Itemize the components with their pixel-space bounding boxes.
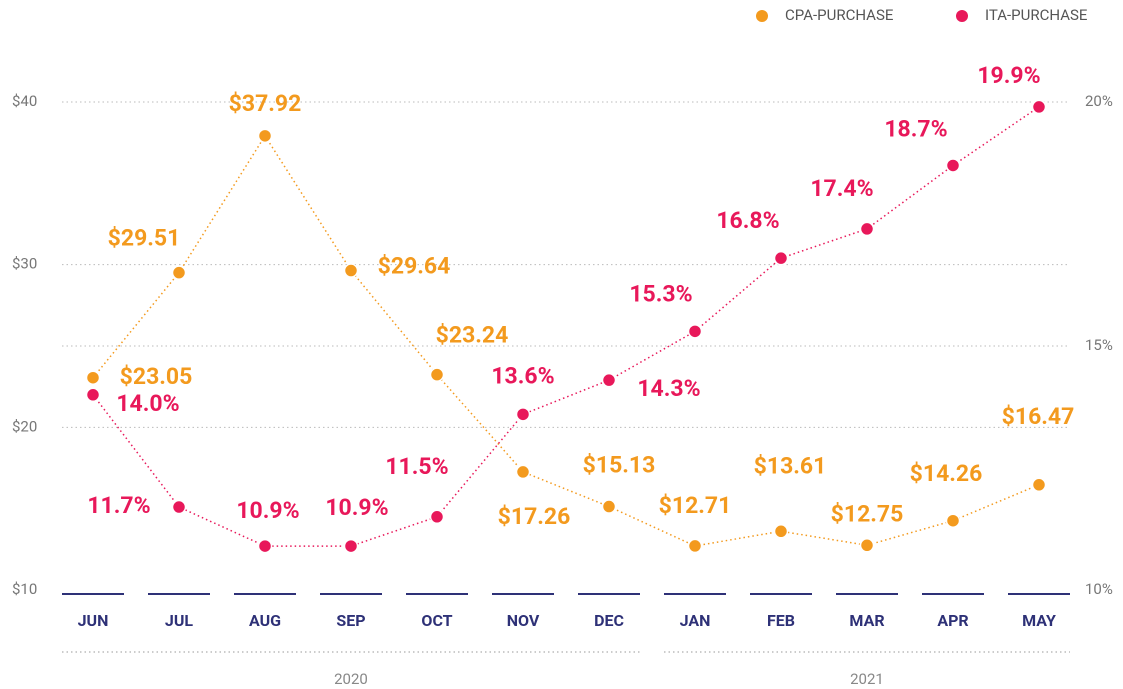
point [601,372,617,388]
point [945,513,961,528]
data-label: 13.6% [491,362,554,389]
point [429,367,445,382]
point [773,250,789,266]
point [515,464,531,480]
x-tick-label: JUN [78,611,109,630]
data-label: $23.24 [436,322,509,349]
x-tick-label: DEC [594,611,624,630]
y-tick-label: $30 [12,255,37,273]
y-tick-label: $20 [12,417,37,435]
point [1031,99,1047,115]
series-line [92,134,1040,547]
data-label: $13.61 [754,452,827,479]
data-label: $29.51 [108,225,181,252]
y2-tick-label: 20% [1085,92,1113,110]
point [1031,477,1047,493]
data-label: $29.64 [378,253,451,280]
y2-tick-label: 15% [1085,336,1113,354]
point [601,499,617,514]
data-label: 18.7% [884,116,947,143]
x-tick-label: FEB [767,611,795,630]
data-label: 10.9% [325,494,388,521]
point [343,538,359,554]
point [171,265,187,280]
point [429,509,445,525]
data-label: $14.26 [910,460,983,487]
legend-marker [956,10,968,22]
group-label: 2021 [850,670,884,688]
x-tick-label: MAR [849,611,884,630]
point [257,128,273,144]
legend-marker [756,10,768,22]
data-label: $12.71 [659,492,732,519]
legend-label: ITA-PURCHASE [985,6,1088,24]
data-label: 14.0% [116,390,179,417]
point [171,499,187,515]
x-tick-label: MAY [1022,611,1056,630]
data-label: 14.3% [637,375,700,402]
data-label: $16.47 [1002,403,1075,430]
point [773,524,789,539]
group-label: 2020 [334,670,368,688]
x-tick-label: JUL [165,611,193,630]
x-tick-label: NOV [507,611,540,630]
data-label: $15.13 [583,452,656,479]
data-label: 16.8% [716,207,779,234]
x-tick-label: OCT [421,611,452,630]
point [945,158,961,173]
data-label: 15.3% [629,280,692,307]
data-label: 11.5% [385,453,448,480]
legend-label: CPA-PURCHASE [785,6,894,24]
series-line [92,106,1040,547]
point [343,263,359,278]
point [257,538,273,554]
point [859,221,875,237]
y-tick-label: $10 [12,580,37,598]
data-label: $12.75 [831,500,904,527]
point [85,387,101,403]
y2-tick-label: 10% [1085,580,1113,598]
data-label: 10.9% [236,497,299,524]
x-tick-label: AUG [249,611,281,630]
x-tick-label: JAN [680,611,711,630]
x-tick-label: APR [937,611,968,630]
point [85,370,101,385]
data-label: 19.9% [977,62,1040,89]
point [687,324,703,339]
point [687,538,703,554]
data-label: $17.26 [498,503,571,530]
y-tick-label: $40 [12,92,37,110]
x-tick-label: SEP [336,611,365,630]
data-label: $37.92 [229,90,302,117]
point [515,407,531,422]
data-label: 11.7% [87,492,150,519]
data-label: $23.05 [120,363,193,390]
point [859,538,875,553]
data-label: 17.4% [810,175,873,202]
